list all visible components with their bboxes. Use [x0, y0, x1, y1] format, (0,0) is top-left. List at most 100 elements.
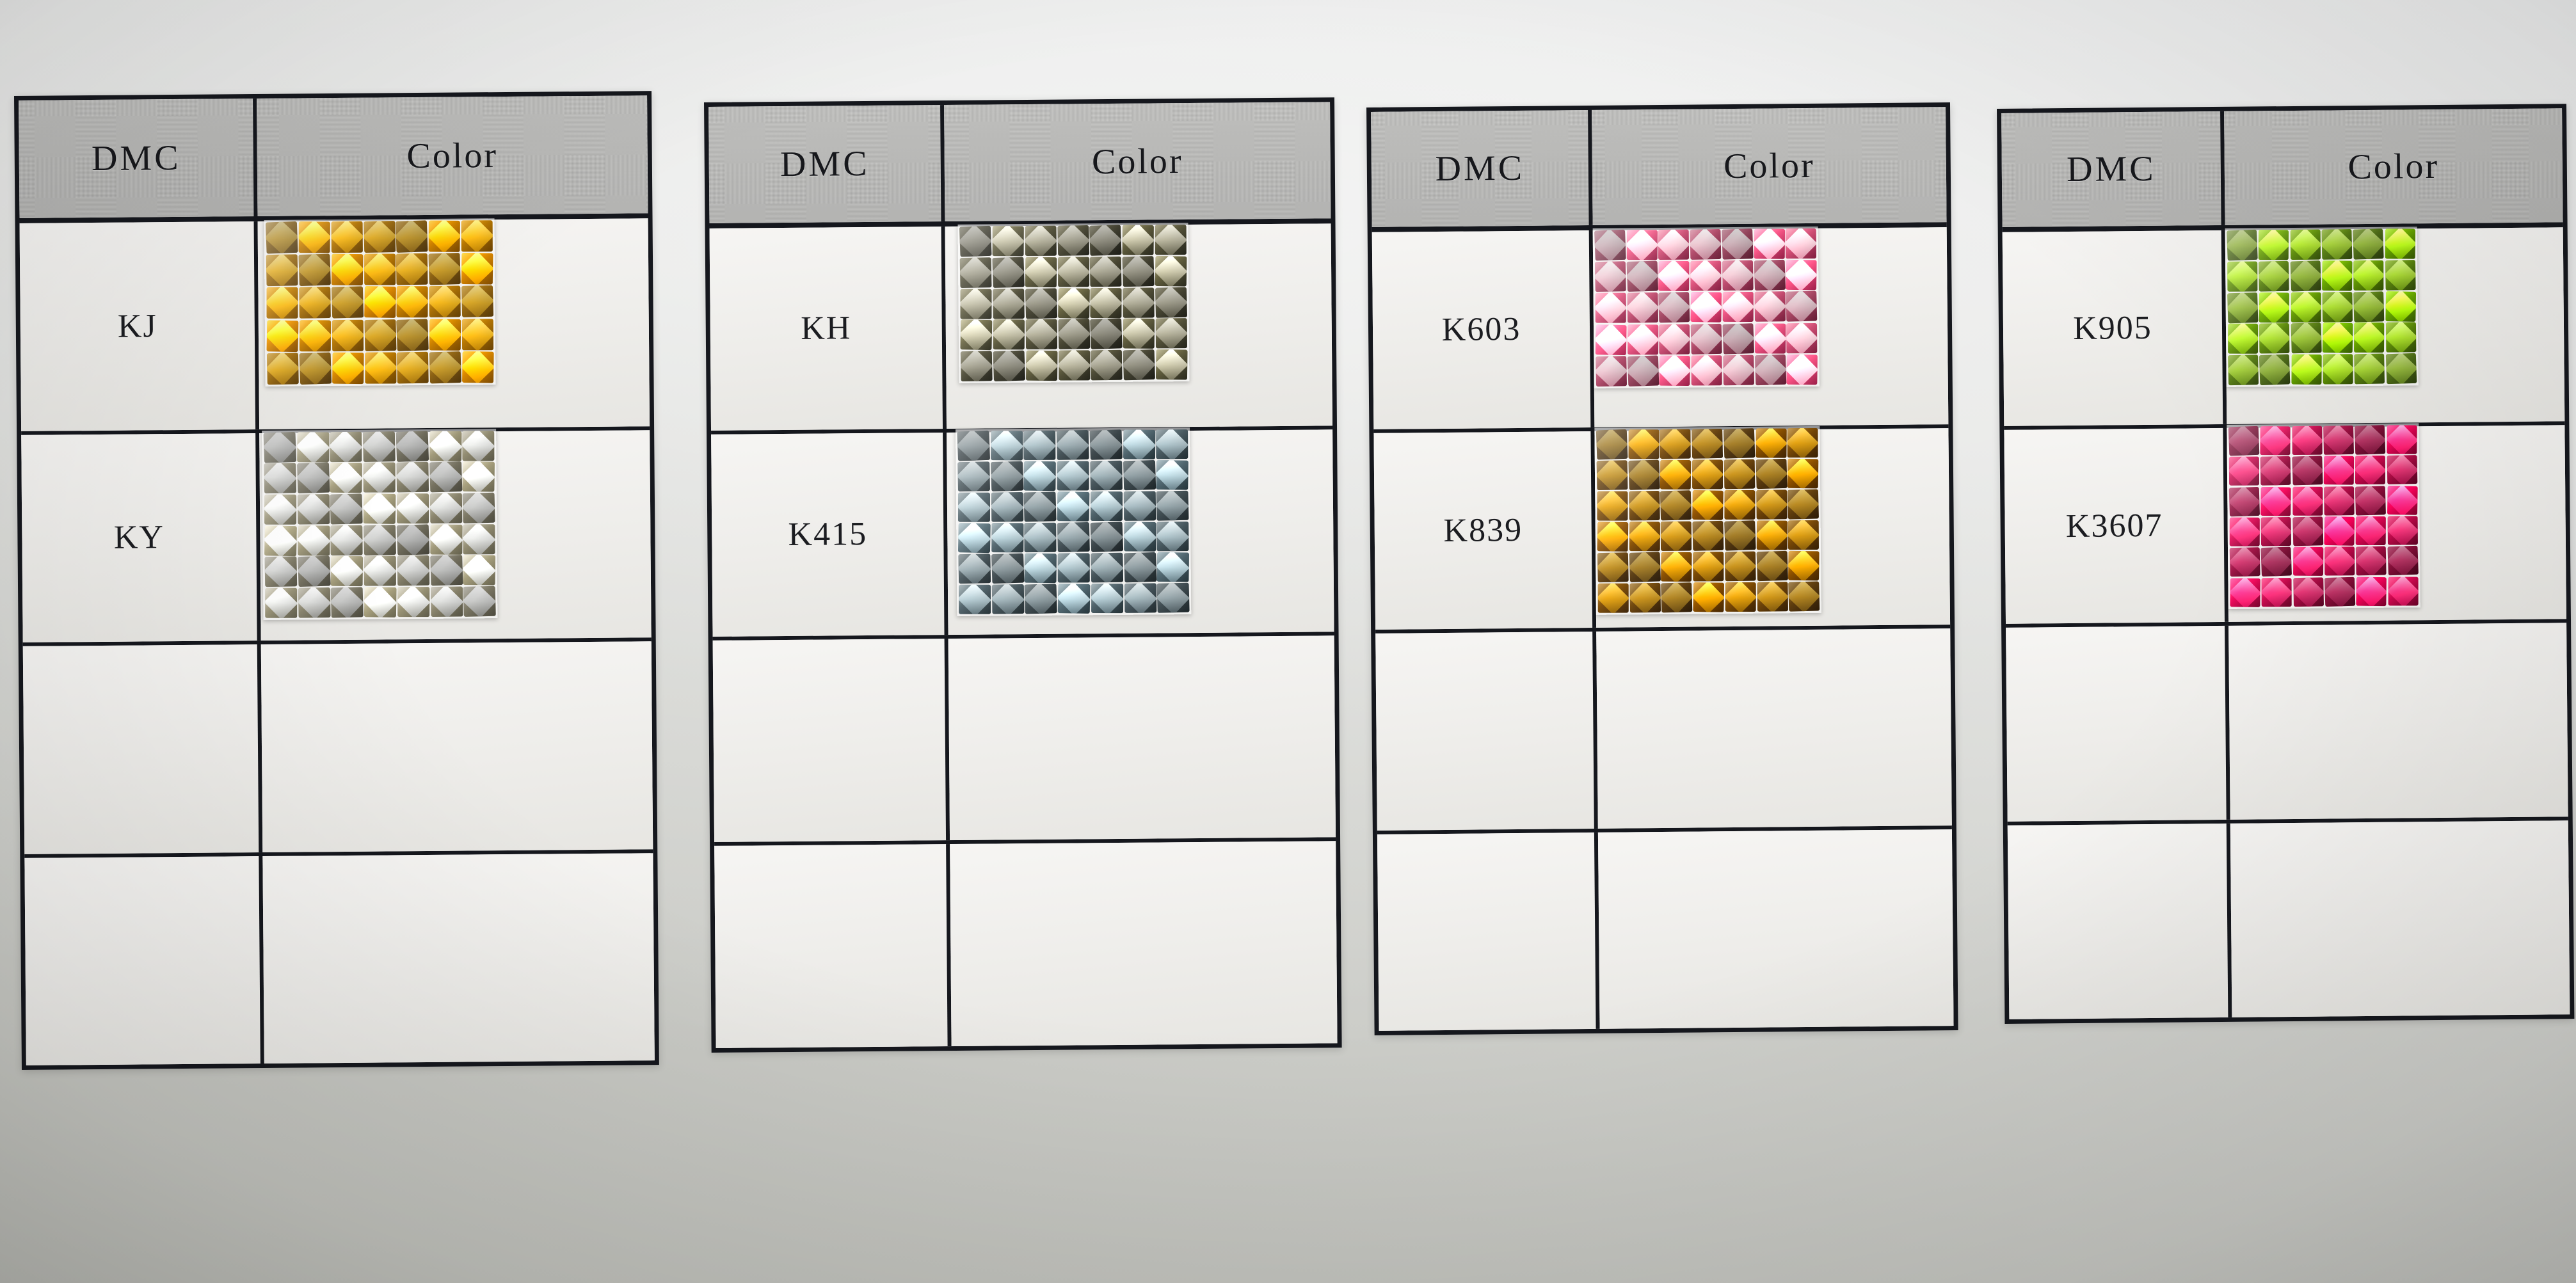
rhinestone-gem	[2353, 228, 2385, 260]
rhinestone-gem	[1660, 459, 1692, 490]
table-row[interactable]: K905	[2002, 227, 2565, 430]
cell-color-swatch	[950, 841, 1338, 1047]
rhinestone-gem	[1123, 318, 1155, 349]
rhinestone-gem	[2228, 355, 2259, 386]
rhinestone-gem	[1692, 520, 1724, 551]
cell-color-swatch	[1597, 829, 1954, 1029]
rhinestone-gem	[2292, 516, 2324, 546]
table-row[interactable]: K415	[711, 427, 1334, 641]
rhinestone-swatch	[1592, 226, 1820, 388]
rhinestone-gem	[266, 319, 299, 352]
rhinestone-gem	[264, 463, 296, 494]
rhinestone-gem	[1692, 490, 1724, 520]
rhinestone-gem	[266, 254, 298, 287]
rhinestone-gem	[396, 493, 429, 523]
rhinestone-gem	[429, 430, 461, 461]
rhinestone-gem	[2323, 354, 2354, 385]
rhinestone-gem	[2353, 291, 2385, 322]
rhinestone-gem	[2291, 323, 2322, 354]
rhinestone-gem	[1090, 287, 1122, 318]
rhinestone-gem	[397, 555, 429, 586]
table-row[interactable]: KJ	[19, 218, 650, 435]
rhinestone-gem	[462, 351, 494, 383]
cell-color-swatch	[2230, 820, 2570, 1017]
rhinestone-gem	[299, 319, 331, 352]
table-row[interactable]	[1375, 628, 1952, 834]
header-cell-dmc: DMC	[1371, 109, 1593, 227]
rhinestone-gem	[2259, 323, 2291, 354]
rhinestone-gem	[463, 523, 495, 554]
rhinestone-gem	[1661, 552, 1692, 582]
rhinestone-gem	[2260, 546, 2292, 577]
cell-color-swatch	[947, 427, 1334, 635]
rhinestone-gem	[1787, 427, 1818, 458]
rhinestone-gem	[2385, 322, 2417, 353]
table-row[interactable]	[712, 635, 1336, 847]
rhinestone-gem	[1090, 521, 1123, 552]
rhinestone-gem	[1597, 583, 1629, 613]
table-row[interactable]: KY	[21, 428, 652, 646]
rhinestone-gem	[1629, 521, 1660, 551]
rhinestone-swatch	[1594, 426, 1821, 615]
table-row[interactable]	[24, 852, 655, 1065]
rhinestone-gem	[429, 461, 462, 493]
rhinestone-gem	[960, 319, 993, 351]
rhinestone-gem	[1756, 520, 1788, 550]
rhinestone-gem	[957, 522, 991, 553]
table-row[interactable]: K603	[1372, 226, 1949, 433]
table-row[interactable]: K839	[1373, 426, 1951, 634]
header-label-dmc: DMC	[91, 138, 181, 179]
rhinestone-gem	[1155, 287, 1188, 318]
table-row[interactable]	[714, 841, 1338, 1048]
header-label-dmc: DMC	[780, 143, 870, 185]
rhinestone-gem	[1724, 490, 1756, 520]
rhinestone-swatch	[956, 427, 1192, 616]
cell-dmc-code: KH	[709, 227, 947, 431]
header-cell-dmc: DMC	[19, 99, 258, 218]
rhinestone-gem	[993, 350, 1025, 382]
header-cell-color: Color	[1592, 107, 1947, 225]
rhinestone-gem	[1090, 256, 1122, 287]
rhinestone-gem	[2355, 516, 2387, 546]
rhinestone-gem	[2356, 546, 2387, 577]
rhinestone-gem	[2228, 456, 2260, 486]
rhinestone-gem	[1091, 552, 1123, 583]
rhinestone-gem	[396, 286, 428, 318]
rhinestone-gem	[1123, 522, 1156, 552]
cell-dmc-code	[2006, 625, 2230, 822]
rhinestone-gem	[2321, 228, 2353, 260]
rhinestone-gem	[1596, 356, 1627, 387]
table-row[interactable]: K3607	[2004, 423, 2567, 628]
rhinestone-gem	[265, 587, 297, 618]
dmc-code-label: K415	[788, 516, 868, 554]
rhinestone-gem	[264, 494, 296, 525]
rhinestone-gem	[2229, 547, 2261, 577]
table-row[interactable]	[1377, 829, 1954, 1031]
rhinestone-gem	[332, 319, 364, 351]
rhinestone-gem	[2385, 353, 2417, 385]
rhinestone-gem	[2259, 292, 2290, 323]
table-row[interactable]: KH	[709, 223, 1333, 434]
rhinestone-gem	[364, 524, 396, 555]
rhinestone-gem	[1692, 459, 1723, 489]
cell-dmc-code: K415	[711, 432, 948, 637]
rhinestone-gem	[2355, 485, 2387, 516]
rhinestone-gem	[1023, 461, 1057, 491]
rhinestone-gem	[1756, 581, 1788, 612]
header-label-color: Color	[1091, 141, 1183, 182]
rhinestone-gem	[2291, 354, 2322, 385]
rhinestone-gem	[2324, 516, 2355, 546]
rhinestone-gem	[1754, 260, 1786, 291]
rhinestone-gem	[2292, 546, 2324, 577]
table-row[interactable]	[2006, 623, 2568, 825]
rhinestone-gem	[1594, 261, 1626, 292]
table-row[interactable]	[2007, 820, 2570, 1019]
rhinestone-gem	[298, 253, 331, 287]
rhinestone-gem	[331, 221, 363, 253]
rhinestone-gem	[364, 352, 396, 384]
dmc-code-label: K603	[1441, 311, 1521, 349]
table-row[interactable]	[22, 641, 653, 858]
rhinestone-swatch	[2225, 227, 2419, 387]
rhinestone-gem	[1155, 225, 1187, 255]
rhinestone-gem	[1025, 350, 1058, 381]
